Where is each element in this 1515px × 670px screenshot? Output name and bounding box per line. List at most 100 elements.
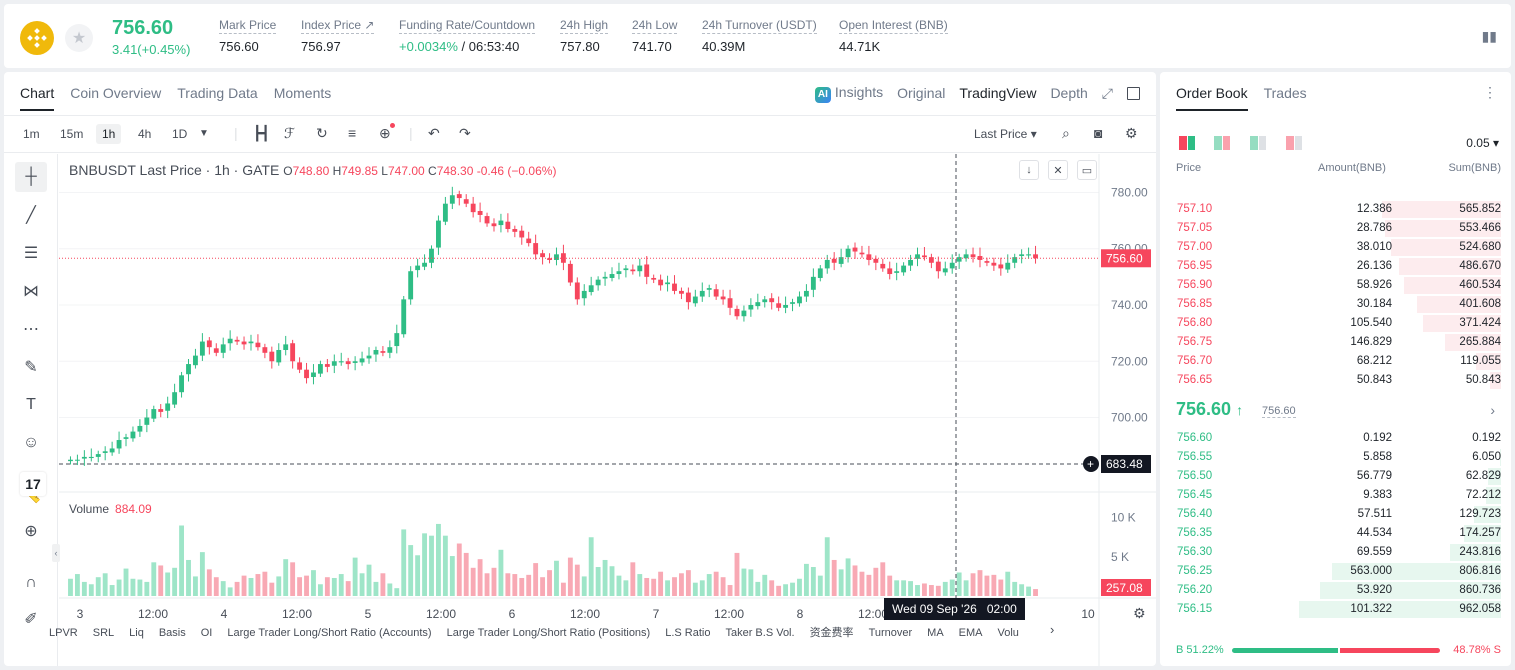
pattern-icon[interactable]: ⋈ — [23, 283, 39, 300]
book-mode-both-icon[interactable] — [1179, 136, 1195, 150]
view-depth[interactable]: Depth — [1050, 85, 1088, 102]
indicator-10[interactable]: Turnover — [868, 627, 913, 639]
timeframe-1d[interactable]: 1D — [172, 127, 188, 141]
bid-row[interactable]: 756.15 101.322 962.058 — [1160, 600, 1511, 619]
indicator-13[interactable]: Volu — [997, 627, 1019, 639]
bid-row[interactable]: 756.40 57.511 129.723 — [1160, 505, 1511, 524]
bid-row[interactable]: 756.45 9.383 72.212 — [1160, 486, 1511, 505]
ask-row[interactable]: 756.90 58.926 460.534 — [1160, 276, 1511, 295]
order-sum: 62.829 — [1465, 470, 1501, 482]
templates-icon[interactable]: ≡ — [348, 125, 357, 141]
indicator-8[interactable]: Taker B.S Vol. — [725, 627, 795, 639]
tab-moments[interactable]: Moments — [273, 85, 332, 101]
indicator-3[interactable]: Basis — [158, 627, 186, 639]
chevron-right-icon[interactable]: › — [1490, 402, 1495, 418]
indicator-2[interactable]: Liq — [129, 627, 144, 639]
view-original[interactable]: Original — [897, 85, 946, 102]
timeframe-15m[interactable]: 15m — [60, 127, 84, 141]
timeframe-1h[interactable]: 1h — [96, 124, 122, 144]
timeframe-1m[interactable]: 1m — [23, 127, 40, 141]
order-sum: 174.257 — [1459, 527, 1501, 539]
tab-trades[interactable]: Trades — [1263, 85, 1307, 101]
indicator-11[interactable]: MA — [927, 627, 944, 639]
x-tick-label: 7 — [653, 607, 660, 621]
view-tradingview[interactable]: TradingView — [959, 85, 1037, 102]
emoji-icon[interactable]: ☺ — [22, 434, 40, 451]
book-mode-asks-icon[interactable] — [1286, 136, 1302, 150]
indicator-scroll-right-icon[interactable]: › — [1050, 622, 1055, 637]
bid-row[interactable]: 756.60 0.192 0.192 — [1160, 429, 1511, 448]
ask-row[interactable]: 757.05 28.786 553.466 — [1160, 219, 1511, 238]
ask-row[interactable]: 757.10 12.386 565.852 — [1160, 200, 1511, 219]
indicator-4[interactable]: OI — [200, 627, 213, 639]
volume-bar — [901, 580, 907, 596]
ask-row[interactable]: 756.80 105.540 371.424 — [1160, 314, 1511, 333]
stat-index-price[interactable]: Index Price ↗ 756.97 — [301, 18, 375, 54]
undo-icon[interactable]: ↶ — [428, 125, 440, 141]
ask-row[interactable]: 756.75 146.829 265.884 — [1160, 333, 1511, 352]
candle — [269, 351, 275, 362]
price-source-select[interactable]: Last Price ▾ — [974, 127, 1037, 141]
indicator-7[interactable]: L.S Ratio — [665, 627, 711, 639]
pencil-lock-icon[interactable]: ✐ — [24, 611, 38, 628]
ask-row[interactable]: 757.00 38.010 524.680 — [1160, 238, 1511, 257]
indicator-9[interactable]: 资金费率 — [809, 627, 854, 639]
insights-button[interactable]: AI Insights — [814, 84, 883, 103]
bid-row[interactable]: 756.35 44.534 174.257 — [1160, 524, 1511, 543]
collapse-icon[interactable]: ✕ — [1048, 160, 1068, 180]
add-alert-icon — [1083, 456, 1099, 472]
camera-icon[interactable]: ◙ — [1094, 125, 1103, 141]
timeframe-dropdown-icon[interactable]: ▼ — [199, 128, 209, 139]
book-icon[interactable]: ▮▮ — [1481, 28, 1497, 44]
redo-icon[interactable]: ↷ — [459, 125, 471, 141]
toggle-panel-icon[interactable]: ▭ — [1077, 160, 1097, 180]
bid-row[interactable]: 756.20 53.920 860.736 — [1160, 581, 1511, 600]
trend-line-icon[interactable]: ╱ — [26, 207, 36, 224]
book-mode-split-icon[interactable] — [1214, 136, 1230, 150]
precision-select[interactable]: 0.05 ▾ — [1466, 136, 1499, 150]
tab-trading-data[interactable]: Trading Data — [177, 85, 258, 101]
replay-icon[interactable]: ↻ — [316, 125, 328, 141]
bid-row[interactable]: 756.25 563.000 806.816 — [1160, 562, 1511, 581]
magnet-icon[interactable]: ∩ — [25, 574, 37, 591]
add-indicator-icon[interactable]: ⊕ — [379, 123, 395, 142]
ask-row[interactable]: 756.95 26.136 486.670 — [1160, 257, 1511, 276]
horizontal-lines-icon[interactable]: ☰ — [23, 245, 39, 262]
indicator-6[interactable]: Large Trader Long/Short Ratio (Positions… — [446, 627, 651, 639]
indicator-5[interactable]: Large Trader Long/Short Ratio (Accounts) — [227, 627, 432, 639]
ask-row[interactable]: 756.65 50.843 50.843 — [1160, 371, 1511, 390]
crosshair-icon[interactable]: ┼ — [15, 162, 47, 192]
bid-row[interactable]: 756.55 5.858 6.050 — [1160, 448, 1511, 467]
book-mode-bids-icon[interactable] — [1250, 136, 1266, 150]
scroll-down-icon[interactable]: ↓ — [1019, 160, 1039, 180]
collapse-sidebar-icon[interactable]: ‹ — [52, 544, 60, 562]
more-menu-icon[interactable]: ⋮ — [1483, 84, 1497, 100]
ask-row[interactable]: 756.85 30.184 401.608 — [1160, 295, 1511, 314]
ask-row[interactable]: 756.70 68.212 119.055 — [1160, 352, 1511, 371]
text-tool-icon[interactable]: T — [26, 396, 36, 413]
zoom-in-icon[interactable]: ⊕ — [24, 523, 38, 540]
window-icon[interactable] — [1127, 86, 1140, 100]
settings-gear-icon[interactable]: ⚙ — [1125, 125, 1138, 141]
search-icon[interactable]: ⌕ — [1062, 125, 1070, 141]
indicator-1[interactable]: SRL — [92, 627, 115, 639]
bid-row[interactable]: 756.30 69.559 243.816 — [1160, 543, 1511, 562]
bid-row[interactable]: 756.50 56.779 62.829 — [1160, 467, 1511, 486]
fib-icon[interactable]: ⋯ — [23, 321, 39, 338]
expand-icon[interactable]: ⤢ — [1101, 84, 1113, 101]
indicators-icon[interactable]: ℱ — [284, 125, 296, 141]
tab-coin-overview[interactable]: Coin Overview — [70, 85, 162, 101]
indicator-0[interactable]: LPVR — [49, 627, 78, 639]
brush-icon[interactable]: ✎ — [24, 359, 38, 376]
favorite-star-icon[interactable]: ★ — [65, 24, 93, 52]
tab-order-book[interactable]: Order Book — [1176, 85, 1248, 111]
candle — [338, 361, 344, 363]
candle — [651, 277, 657, 280]
candles-icon[interactable]: ┣┫ — [253, 125, 270, 141]
tab-chart[interactable]: Chart — [20, 85, 55, 111]
timeframe-4h[interactable]: 4h — [138, 127, 152, 141]
volume-bar — [144, 581, 150, 596]
indicator-12[interactable]: EMA — [958, 627, 983, 639]
